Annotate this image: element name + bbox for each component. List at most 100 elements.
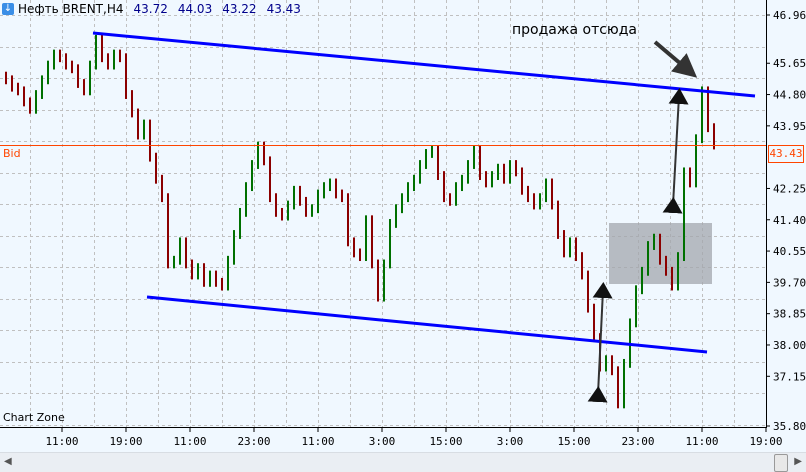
price-bar: [293, 185, 295, 210]
price-bar: [677, 252, 679, 291]
price-bar: [653, 233, 655, 250]
time-tick-label: 11:00: [45, 435, 78, 448]
price-bar: [35, 90, 37, 114]
time-tick-label: 11:00: [685, 435, 718, 448]
chart-header: ↓ Нефть BRENT,H4 43.72 44.03 43.22 43.43: [2, 2, 301, 16]
price-bar: [263, 141, 265, 166]
time-tick-label: 19:00: [749, 435, 782, 448]
time-tick-label: 11:00: [301, 435, 334, 448]
price-tick-label: 37.15: [773, 370, 806, 383]
price-bar: [371, 215, 373, 269]
scroll-right-icon[interactable]: ▶: [794, 456, 802, 467]
price-bar: [623, 358, 625, 409]
close-value: 43.43: [266, 2, 301, 16]
price-bar: [185, 237, 187, 269]
price-bar: [155, 152, 157, 184]
scroll-thumb[interactable]: [774, 454, 788, 472]
lower-channel-line[interactable]: [146, 295, 708, 354]
price-bar: [113, 49, 115, 70]
price-bar: [47, 60, 49, 85]
low-value: 43.22: [222, 2, 257, 16]
price-tick-label: 42.25: [773, 182, 806, 195]
price-bar: [539, 193, 541, 210]
price-tick-label: 41.40: [773, 214, 806, 227]
price-tick-label: 46.96: [773, 9, 806, 22]
price-bar: [251, 160, 253, 192]
price-bar: [191, 259, 193, 280]
annotation-text: продажа отсюда: [512, 22, 637, 38]
price-bar: [575, 237, 577, 262]
price-bar: [359, 248, 361, 262]
price-bar: [527, 185, 529, 203]
price-bar: [515, 160, 517, 177]
bid-price-label: 43.43: [768, 145, 804, 163]
price-tick-label: 38.00: [773, 339, 806, 352]
time-tick-label: 23:00: [621, 435, 654, 448]
price-bar: [239, 207, 241, 239]
scroll-left-icon[interactable]: ◀: [4, 456, 12, 467]
price-bar: [227, 255, 229, 291]
open-value: 43.72: [133, 2, 168, 16]
price-bar: [335, 178, 337, 199]
price-bar: [245, 182, 247, 217]
price-bar: [65, 53, 67, 70]
price-bar: [11, 75, 13, 92]
watermark: Chart Zone: [3, 411, 65, 424]
price-bar: [593, 303, 595, 343]
price-bar: [149, 119, 151, 162]
price-bar: [485, 171, 487, 188]
price-bar: [665, 255, 667, 276]
price-axis: 46.96 45.65 44.80 43.95 42.25 41.40 40.55 39.70…: [766, 9, 806, 433]
bid-label: Bid: [3, 147, 21, 160]
price-bar: [77, 64, 79, 88]
price-bar: [167, 193, 169, 269]
horizontal-scrollbar[interactable]: ◀ ▶: [0, 452, 806, 472]
price-bar: [215, 270, 217, 287]
price-bar: [173, 255, 175, 269]
upper-channel-line[interactable]: [92, 31, 756, 98]
symbol-label: Нефть BRENT,H4: [18, 2, 124, 16]
arrow-down-icon[interactable]: ↓: [2, 3, 14, 15]
price-bar: [107, 53, 109, 70]
price-bar: [119, 49, 121, 63]
price-bar: [509, 160, 511, 184]
price-bar: [29, 97, 31, 114]
price-bar: [23, 86, 25, 107]
price-bar: [497, 163, 499, 180]
price-bar: [431, 145, 433, 158]
time-tick-label: 23:00: [237, 435, 270, 448]
price-bar: [491, 171, 493, 188]
price-tick-label: 35.80: [773, 420, 806, 433]
price-bars: [5, 34, 715, 409]
price-bar: [95, 34, 97, 70]
price-bar: [233, 230, 235, 265]
price-bar: [125, 53, 127, 99]
price-bar: [443, 171, 445, 203]
price-bar: [353, 237, 355, 258]
price-bar: [551, 178, 553, 210]
price-bar: [179, 237, 181, 265]
price-bar: [143, 119, 145, 140]
price-bar: [323, 182, 325, 199]
price-bar: [413, 174, 415, 192]
price-bar: [137, 108, 139, 140]
price-bar: [647, 241, 649, 276]
price-tick-label: 43.95: [773, 120, 806, 133]
time-tick-label: 3:00: [369, 435, 396, 448]
price-bar: [5, 71, 7, 85]
price-bar: [59, 49, 61, 63]
price-bar: [401, 193, 403, 214]
price-bar: [341, 189, 343, 203]
price-bar: [479, 145, 481, 180]
price-bar: [197, 263, 199, 280]
price-bar: [275, 193, 277, 217]
time-tick-label: 3:00: [497, 435, 524, 448]
price-chart[interactable]: 46.96 45.65 44.80 43.95 42.25 41.40 40.55 39.70…: [0, 0, 806, 452]
price-bar: [605, 355, 607, 372]
price-bar: [689, 167, 691, 188]
price-bar: [269, 156, 271, 203]
price-bar: [671, 266, 673, 291]
price-bar: [89, 60, 91, 96]
price-bar: [695, 134, 697, 188]
price-bar: [659, 233, 661, 265]
